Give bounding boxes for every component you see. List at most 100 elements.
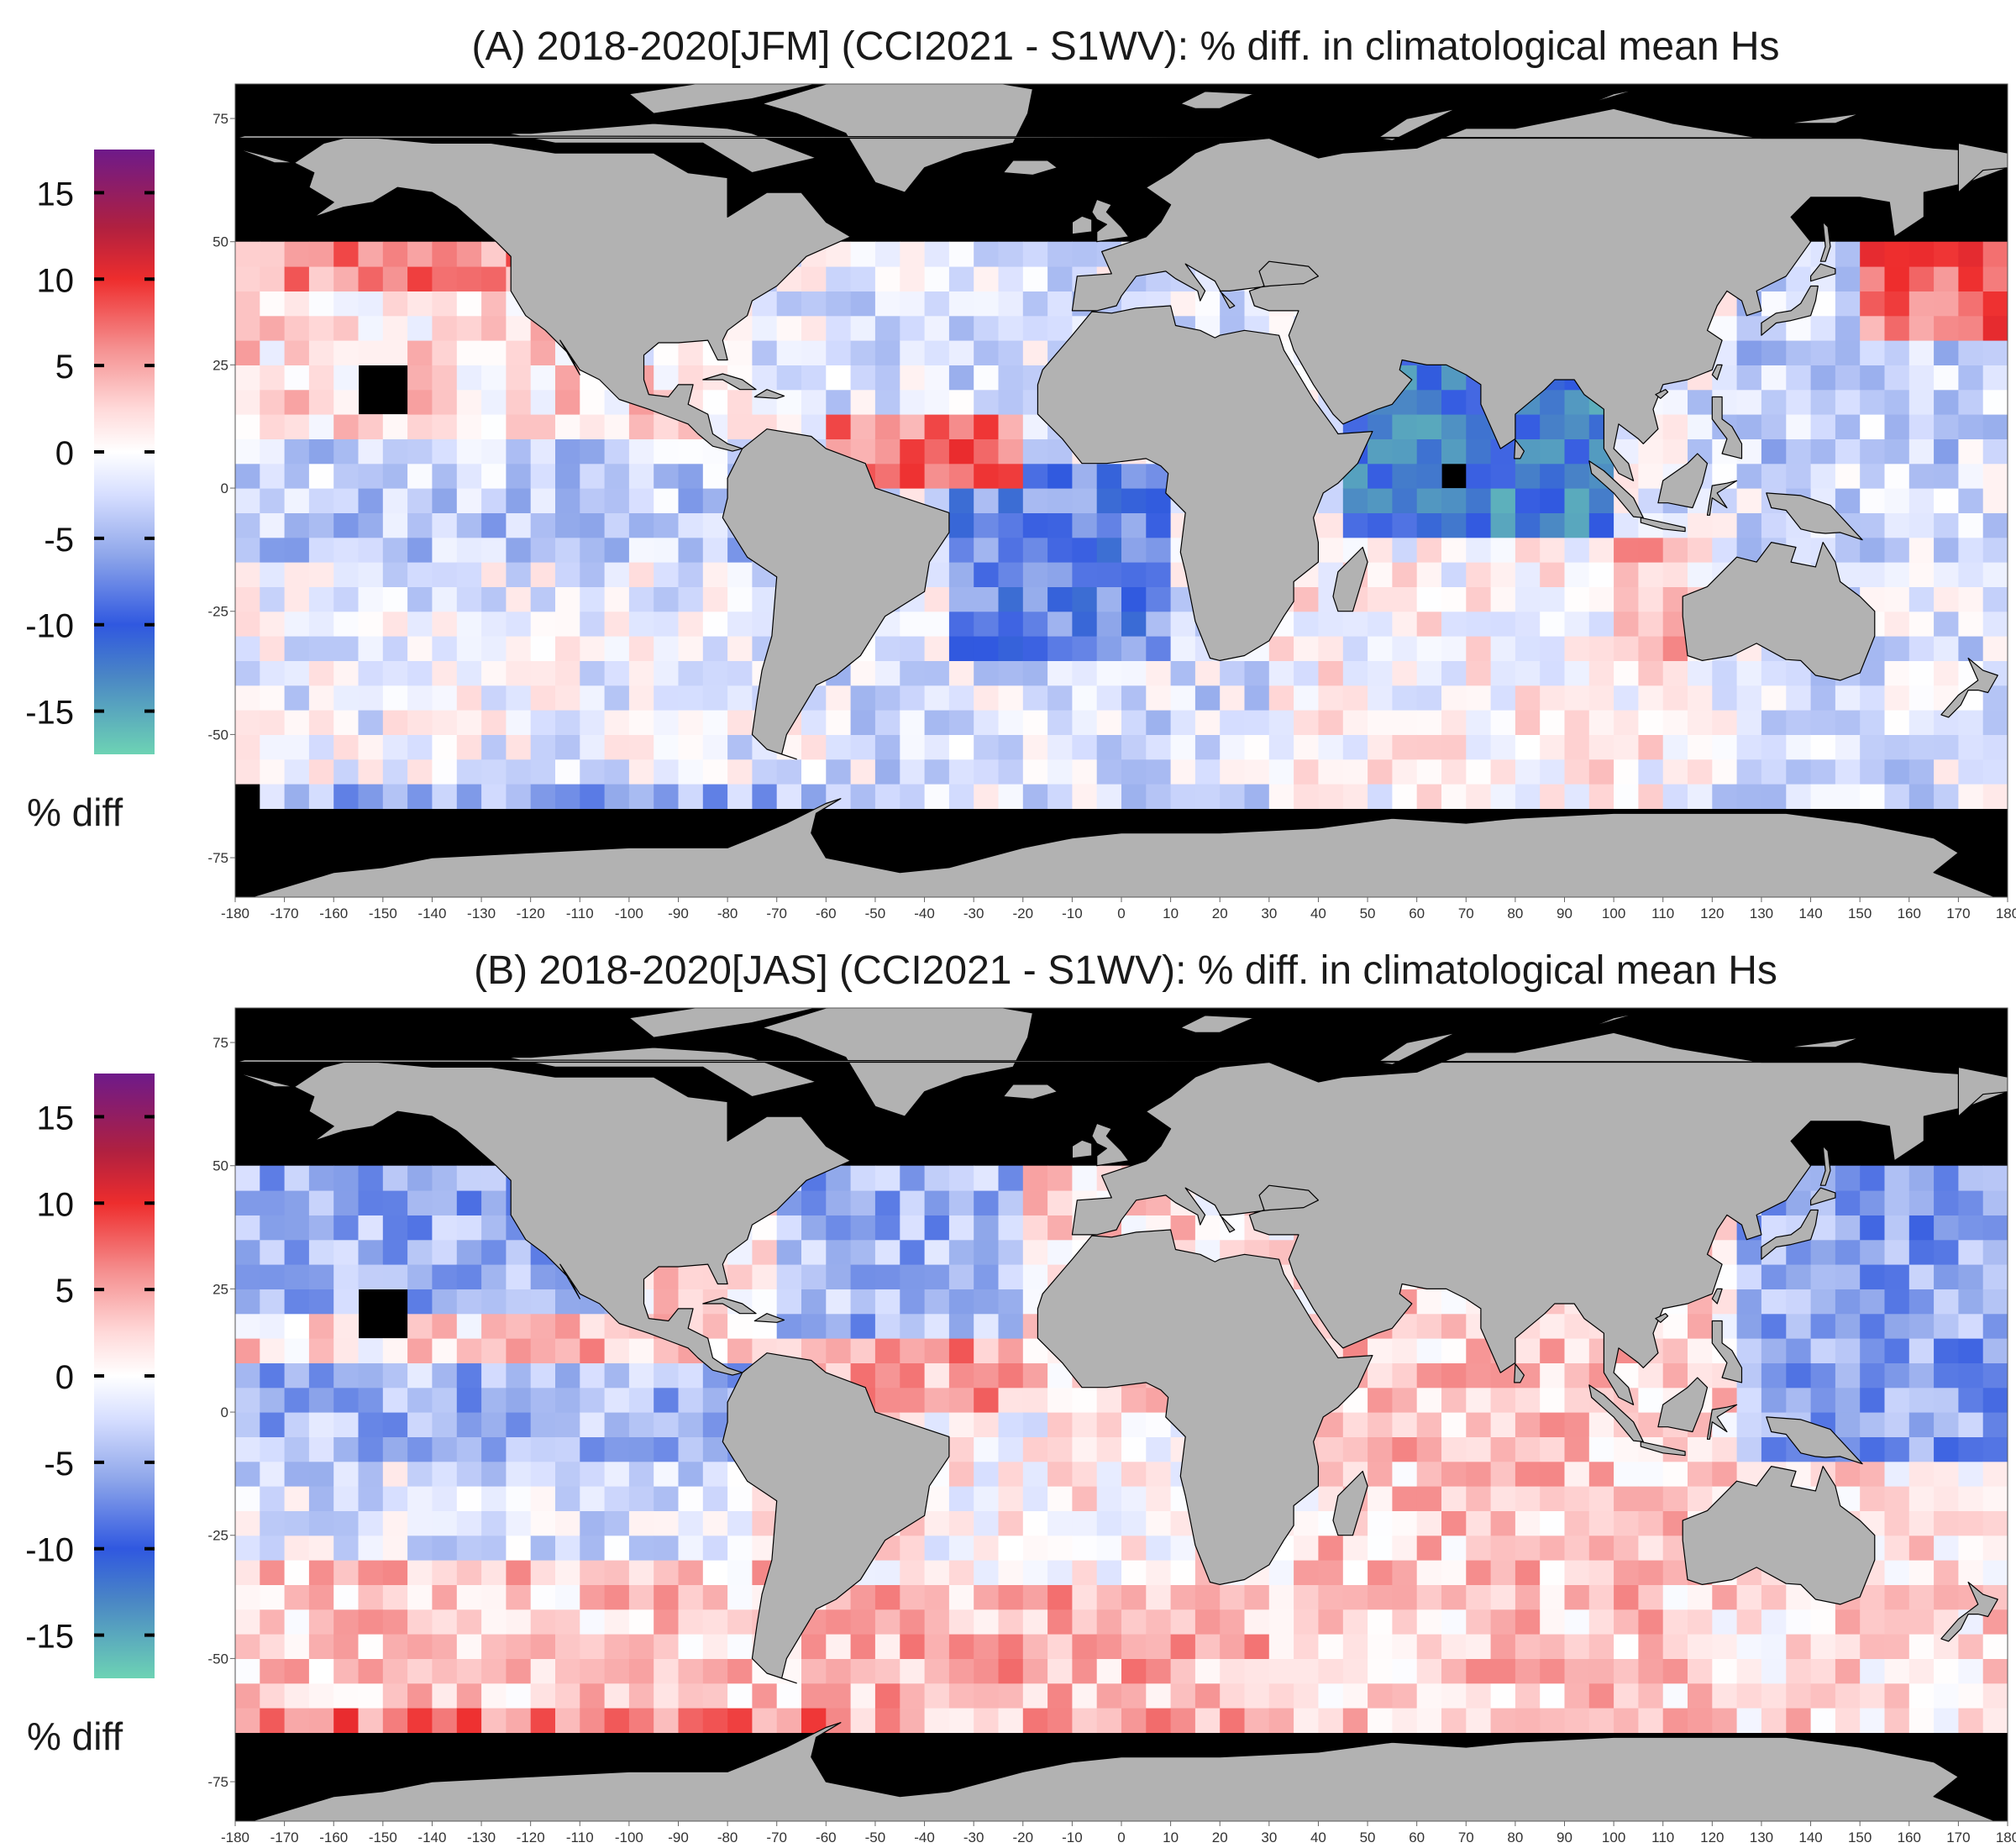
heatmap-cell [358,562,384,587]
heatmap-cell [1564,1658,1590,1684]
heatmap-cell [333,1584,360,1610]
heatmap-cell [1146,1609,1172,1635]
heatmap-cell [407,759,433,785]
heatmap-cell [1416,636,1442,661]
heatmap-cell [358,1338,384,1363]
heatmap-cell [998,340,1024,365]
heatmap-cell [948,586,974,612]
heatmap-cell [1244,759,1270,785]
heatmap-cell [654,1609,680,1635]
heatmap-cell [948,1510,974,1536]
heatmap-cell [998,710,1024,735]
heatmap-cell [481,1313,507,1339]
heatmap-cell [1096,660,1122,686]
heatmap-cell [727,1683,753,1709]
heatmap-cell [1934,1708,1959,1733]
heatmap-cell [1934,1510,1959,1536]
heatmap-cell [580,389,606,415]
heatmap-cell [555,1658,580,1684]
heatmap-cell [481,1239,507,1265]
x-tick-label: -100 [615,906,643,921]
heatmap-cell [801,1215,827,1241]
heatmap-cell [1441,414,1467,439]
heatmap-cell [654,1387,680,1413]
heatmap-cell [1688,537,1713,563]
heatmap-cell [1368,759,1393,785]
heatmap-cell [1761,1609,1787,1635]
heatmap-cell [1047,1239,1073,1265]
heatmap-cell [1072,562,1098,587]
heatmap-cell [506,1634,532,1659]
heatmap-cell [555,1338,580,1363]
heatmap-cell [506,1264,532,1289]
heatmap-cell [284,266,310,291]
heatmap-cell [1540,414,1566,439]
heatmap-cell [1712,1634,1738,1659]
heatmap-cell [1908,241,1935,267]
heatmap-cell [506,1412,532,1437]
heatmap-cell [284,315,310,341]
heatmap-cell [1835,463,1861,489]
heatmap-cell [1047,488,1073,513]
x-tick-label: -180 [221,1830,249,1845]
heatmap-cell [1662,1560,1688,1585]
x-tick-label: -90 [668,906,689,921]
heatmap-cell [1860,1313,1886,1339]
land-sumatra [1588,1384,1644,1442]
heatmap-cell [826,1683,852,1709]
heatmap-cell [727,710,753,735]
heatmap-cell [1688,685,1713,711]
heatmap-cell [1294,636,1319,661]
heatmap-cell [948,685,974,711]
x-tick-label: 20 [1212,906,1228,921]
heatmap-cell [506,365,532,391]
heatmap-cell [407,1190,433,1215]
heatmap-cell [628,685,654,711]
heatmap-cell [1490,660,1516,686]
heatmap-cell [235,1239,260,1265]
heatmap-cell [801,1264,827,1289]
heatmap-cell [1688,1658,1713,1684]
heatmap-cell [481,1683,507,1709]
heatmap-cell [654,1708,680,1733]
heatmap-cell [924,734,950,760]
heatmap-cell [974,241,1000,267]
heatmap-cell [1982,759,2008,785]
heatmap-cell [530,1584,556,1610]
heatmap-cell [456,1461,482,1487]
y-tick-label: -75 [207,1774,228,1790]
heatmap-cell [604,488,630,513]
heatmap-cell [1022,1683,1048,1709]
heatmap-cell [1540,1362,1566,1389]
heatmap-cell [1662,1634,1688,1659]
heatmap-cell [1022,340,1048,365]
heatmap-cell [604,438,630,465]
heatmap-cell [1515,710,1541,735]
heatmap-cell [1982,463,2008,489]
heatmap-cell [1540,710,1566,735]
heatmap-cell [530,340,556,365]
heatmap-cell [974,512,1000,538]
colorbar-unit-label: % diff [27,1714,123,1758]
heatmap-cell [1368,660,1393,686]
heatmap-cell [260,365,286,391]
heatmap-cell [407,1535,433,1561]
heatmap-cell [235,537,260,563]
heatmap-cell [1884,365,1910,391]
heatmap-cell [1220,660,1246,686]
heatmap-cell [308,315,334,341]
heatmap-cell [382,1338,408,1363]
heatmap-cell [506,1436,532,1462]
heatmap-cell [284,340,310,365]
heatmap-cell [1220,1609,1246,1635]
heatmap-cell [1934,340,1959,365]
heatmap-cell [481,784,507,809]
heatmap-cell [333,660,360,686]
heatmap-cell [1736,734,1762,760]
heatmap-cell [358,291,384,317]
heatmap-cell [974,1436,1000,1462]
heatmap-cell [1540,438,1566,465]
heatmap-cell [1368,1683,1393,1709]
heatmap-cell [1934,784,1959,809]
heatmap-cell [776,1264,802,1289]
